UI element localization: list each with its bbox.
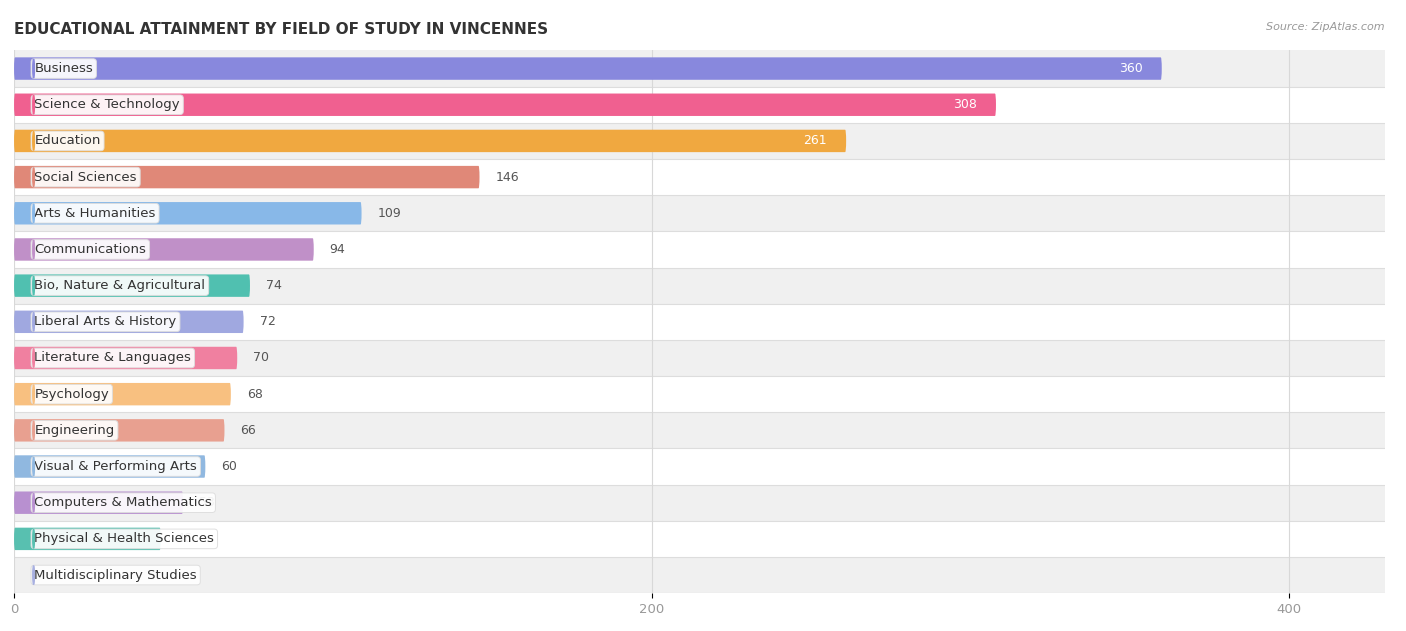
- Bar: [14, 268, 1385, 304]
- Bar: [14, 232, 1385, 268]
- Circle shape: [32, 565, 34, 584]
- Bar: [14, 86, 1385, 123]
- Bar: [14, 123, 1385, 159]
- Bar: [14, 557, 1385, 593]
- Circle shape: [32, 421, 34, 440]
- Text: 146: 146: [495, 170, 519, 184]
- FancyBboxPatch shape: [14, 274, 250, 297]
- Bar: [14, 521, 1385, 557]
- FancyBboxPatch shape: [14, 419, 225, 442]
- Text: 72: 72: [260, 316, 276, 328]
- Circle shape: [32, 204, 34, 223]
- FancyBboxPatch shape: [14, 528, 160, 550]
- Text: 53: 53: [200, 496, 215, 509]
- Text: Computers & Mathematics: Computers & Mathematics: [34, 496, 212, 509]
- Text: Arts & Humanities: Arts & Humanities: [34, 207, 156, 220]
- Text: Communications: Communications: [34, 243, 146, 256]
- Circle shape: [32, 131, 34, 150]
- Circle shape: [32, 312, 34, 331]
- Circle shape: [32, 457, 34, 476]
- Text: 360: 360: [1119, 62, 1143, 75]
- Circle shape: [32, 529, 34, 548]
- Bar: [14, 340, 1385, 376]
- Bar: [14, 159, 1385, 195]
- Bar: [14, 485, 1385, 521]
- Circle shape: [32, 240, 34, 259]
- FancyBboxPatch shape: [14, 383, 231, 405]
- Bar: [14, 412, 1385, 449]
- Text: 261: 261: [803, 134, 827, 148]
- Text: Literature & Languages: Literature & Languages: [34, 351, 191, 365]
- FancyBboxPatch shape: [14, 456, 205, 478]
- FancyBboxPatch shape: [14, 239, 314, 261]
- Text: 68: 68: [247, 387, 263, 401]
- Text: Liberal Arts & History: Liberal Arts & History: [34, 316, 177, 328]
- Text: Business: Business: [34, 62, 93, 75]
- Text: Education: Education: [34, 134, 101, 148]
- Text: 308: 308: [953, 98, 977, 111]
- Text: 46: 46: [177, 533, 193, 545]
- Text: 70: 70: [253, 351, 269, 365]
- Text: EDUCATIONAL ATTAINMENT BY FIELD OF STUDY IN VINCENNES: EDUCATIONAL ATTAINMENT BY FIELD OF STUDY…: [14, 22, 548, 37]
- Circle shape: [32, 385, 34, 404]
- Text: 60: 60: [221, 460, 238, 473]
- Bar: [14, 304, 1385, 340]
- FancyBboxPatch shape: [14, 166, 479, 188]
- Circle shape: [32, 276, 34, 295]
- Text: Bio, Nature & Agricultural: Bio, Nature & Agricultural: [34, 279, 205, 292]
- Text: 94: 94: [329, 243, 346, 256]
- Text: Psychology: Psychology: [34, 387, 110, 401]
- FancyBboxPatch shape: [14, 93, 995, 116]
- Text: Science & Technology: Science & Technology: [34, 98, 180, 111]
- Text: 66: 66: [240, 424, 256, 437]
- FancyBboxPatch shape: [14, 57, 1161, 80]
- Circle shape: [32, 59, 34, 78]
- Bar: [14, 449, 1385, 485]
- Circle shape: [32, 493, 34, 512]
- Bar: [14, 195, 1385, 232]
- Text: Visual & Performing Arts: Visual & Performing Arts: [34, 460, 197, 473]
- Bar: [14, 376, 1385, 412]
- Text: 109: 109: [377, 207, 401, 220]
- Bar: [14, 50, 1385, 86]
- Text: Social Sciences: Social Sciences: [34, 170, 136, 184]
- Text: Source: ZipAtlas.com: Source: ZipAtlas.com: [1267, 22, 1385, 32]
- Text: 74: 74: [266, 279, 281, 292]
- Circle shape: [32, 95, 34, 114]
- FancyBboxPatch shape: [14, 202, 361, 225]
- Text: Engineering: Engineering: [34, 424, 115, 437]
- Circle shape: [32, 168, 34, 187]
- Text: Multidisciplinary Studies: Multidisciplinary Studies: [34, 569, 197, 582]
- FancyBboxPatch shape: [14, 130, 846, 152]
- Text: Physical & Health Sciences: Physical & Health Sciences: [34, 533, 214, 545]
- Text: 0: 0: [30, 569, 38, 582]
- FancyBboxPatch shape: [14, 492, 183, 514]
- Circle shape: [32, 348, 34, 367]
- FancyBboxPatch shape: [14, 310, 243, 333]
- FancyBboxPatch shape: [14, 347, 238, 369]
